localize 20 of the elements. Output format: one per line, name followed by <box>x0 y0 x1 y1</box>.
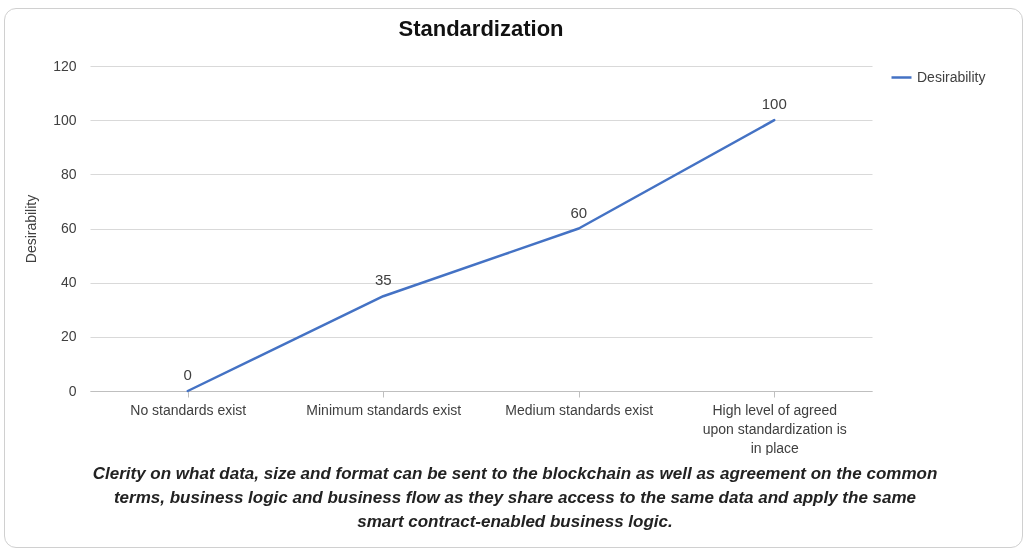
chart-title: Standardization <box>398 16 564 41</box>
text: Clerity on what data, size and format can be sent to the blockchain as well as agreement on the common terms, business logic and business flow as they share access to the same data and apply the same smart contract-enabled business logic. <box>91 463 939 533</box>
data-label: 60 <box>570 203 588 221</box>
x-tick-label: Minimum standards exist <box>306 401 462 418</box>
data-label: 0 <box>183 366 192 383</box>
y-tick-label: 0 <box>68 382 77 399</box>
data-label: 35 <box>374 271 392 289</box>
legend-label: Desirability <box>917 68 986 85</box>
y-tick-label: 20 <box>60 328 77 345</box>
y-tick-label: 80 <box>60 165 77 182</box>
y-tick-label: 120 <box>53 57 77 74</box>
y-tick-label: 100 <box>53 111 77 128</box>
x-tick-label: No standards exist <box>130 401 247 418</box>
line-series <box>186 118 776 393</box>
x-tick-label: High level of agreed upon standardization is in place <box>702 401 847 456</box>
y-axis-title: Desirability <box>23 194 40 264</box>
y-tick-label: 40 <box>60 274 77 291</box>
data-label: 100 <box>761 95 787 113</box>
y-tick-label: 60 <box>60 220 77 236</box>
x-tick-label: Medium standards exist <box>505 401 654 418</box>
